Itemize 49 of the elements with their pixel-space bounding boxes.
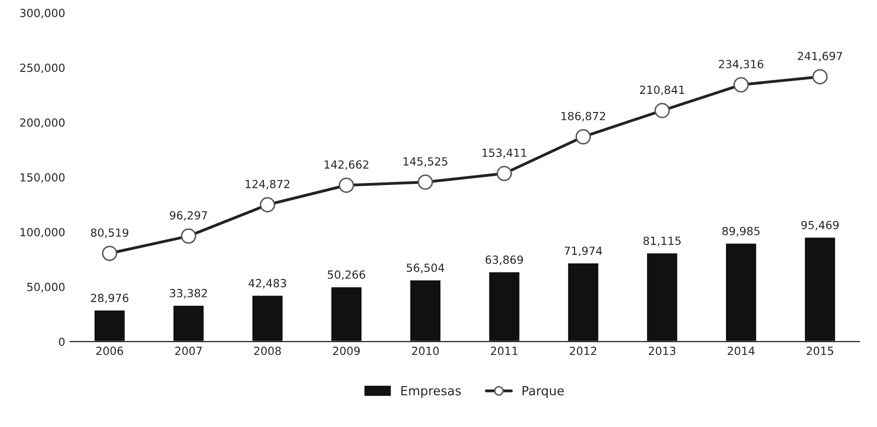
x-tick-label: 2011 [490,346,518,356]
x-tick-label: 2007 [175,346,202,356]
data-label: 63,869 [486,255,523,266]
y-tick-label: 150,000 [20,173,65,183]
data-label: 210,841 [640,86,684,96]
data-label: 89,985 [722,226,760,236]
data-label: 124,872 [246,180,290,190]
bar [646,252,679,342]
data-label: 33,382 [170,288,207,298]
legend-label: Empresas [401,386,461,398]
y-tick-label: 100,000 [20,228,65,238]
x-tick-label: 2012 [570,346,596,356]
y-tick-label: 250,000 [20,64,65,74]
data-label: 241,697 [798,52,842,62]
x-tick-label: 2006 [96,346,124,356]
data-label: 71,974 [564,246,602,256]
bar [251,294,284,342]
x-tick-label: 2014 [728,346,755,356]
data-label: 96,297 [170,211,208,221]
bar [408,278,442,342]
x-tick-label: 2009 [333,346,360,356]
data-label: 50,266 [328,270,366,280]
bar [172,304,206,342]
x-tick-label: 2008 [254,346,281,356]
bar [330,286,363,342]
data-label: 42,483 [248,278,286,288]
data-label: 95,469 [801,220,839,230]
data-label: 56,504 [406,264,444,274]
bar [804,236,836,342]
x-tick-label: 2015 [806,346,834,356]
bar [93,309,126,342]
bar [566,262,600,342]
data-label: 142,662 [324,160,368,170]
x-tick-label: 2010 [412,346,439,356]
data-label: 145,525 [404,157,448,167]
data-label: 153,411 [482,148,526,158]
y-tick-label: 200,000 [20,118,65,128]
data-label: 81,115 [643,236,681,246]
legend-label: Parque [522,386,564,398]
y-tick-label: 300,000 [20,8,65,18]
data-label: 234,316 [718,60,764,70]
y-tick-label: 50,000 [27,282,65,292]
x-tick-label: 2013 [648,346,676,356]
y-tick-label: 0 [58,338,65,346]
data-label: 186,872 [561,112,606,122]
bar [724,242,758,342]
data-label: 28,976 [91,294,128,304]
data-label: 80,519 [90,228,128,238]
bar [488,270,521,342]
